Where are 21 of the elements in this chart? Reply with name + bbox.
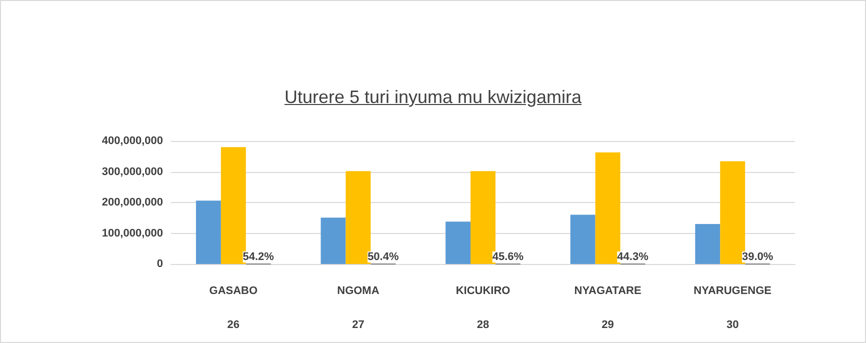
bar <box>196 200 221 264</box>
category-label: GASABO 26 <box>209 285 258 331</box>
bar <box>695 224 720 264</box>
category-label: NYAGATARE 29 <box>574 285 642 331</box>
category-label: NYARUGENGE 30 <box>694 285 772 331</box>
y-tick-label: 400,000,000 <box>102 135 163 147</box>
category-label: NGOMA 27 <box>337 285 380 331</box>
bar <box>320 218 346 264</box>
chart-title: Uturere 5 turi inyuma mu kwizigamira <box>283 87 583 108</box>
y-tick-label: 200,000,000 <box>102 196 163 208</box>
bar <box>570 214 596 264</box>
y-tick-label: 300,000,000 <box>102 166 163 178</box>
data-label: 45.6% <box>492 251 524 263</box>
category-label: KICUKIRO 28 <box>456 285 510 331</box>
y-tick-label: 100,000,000 <box>102 227 163 240</box>
y-tick-label: 0 <box>156 258 163 270</box>
data-label: 44.3% <box>617 251 649 263</box>
data-label: 54.2% <box>242 251 274 263</box>
bar <box>446 222 471 264</box>
data-label: 50.4% <box>368 251 399 263</box>
data-label: 39.0% <box>742 251 774 263</box>
